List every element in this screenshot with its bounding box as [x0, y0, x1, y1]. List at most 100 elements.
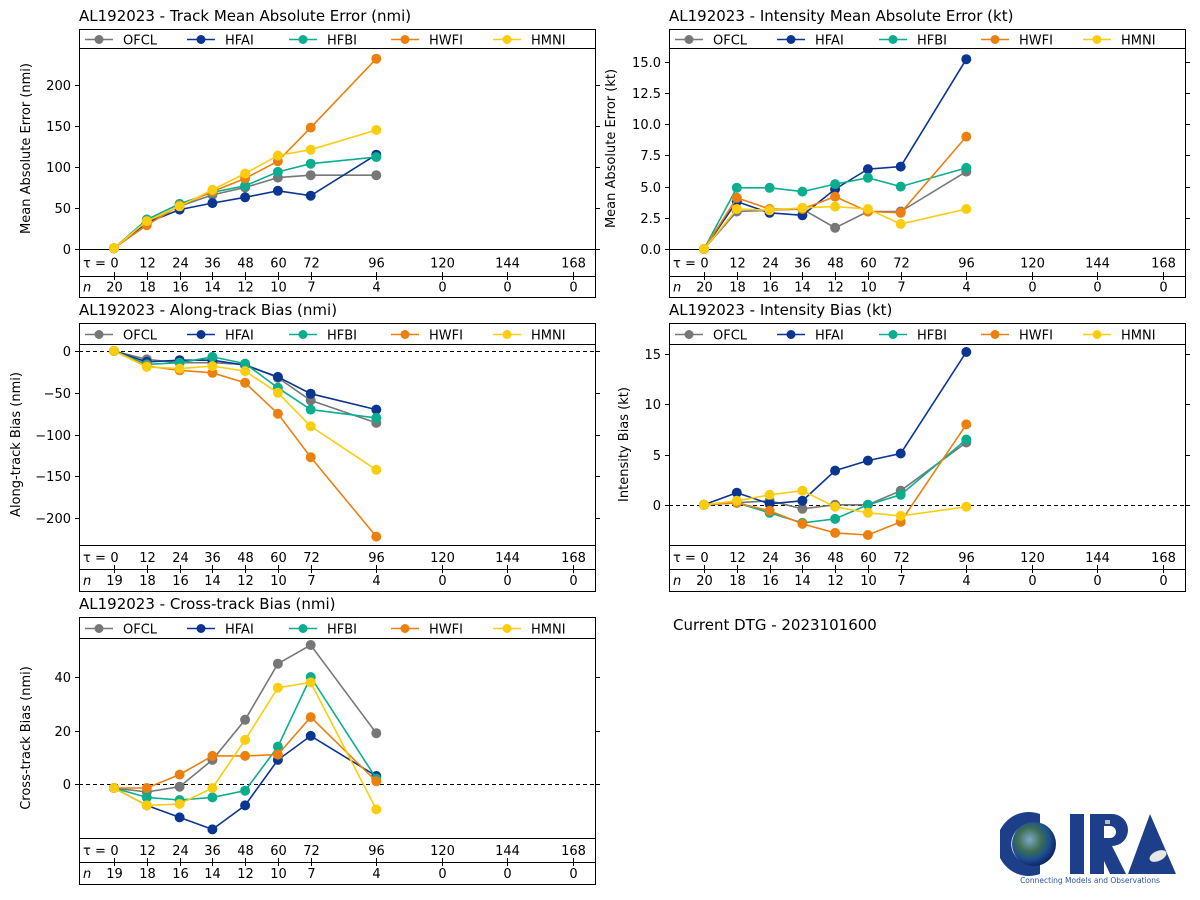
sample-count-label: 12 — [237, 867, 254, 882]
x-tick-label: 144 — [1085, 257, 1110, 272]
x-tick-label: 48 — [237, 257, 254, 272]
sample-count-label: 18 — [139, 281, 156, 296]
legend-marker — [888, 330, 898, 339]
series-line — [703, 205, 967, 250]
series-line — [113, 681, 378, 810]
data-point — [961, 434, 972, 445]
logo-letter-c — [1000, 812, 1040, 876]
data-point — [305, 388, 316, 399]
legend-item-hmni: HMNI — [493, 623, 566, 638]
sample-count-label: 0 — [438, 281, 446, 296]
data-point — [830, 465, 841, 476]
data-point — [371, 464, 382, 475]
sample-count-label: 7 — [897, 281, 905, 296]
data-point — [764, 205, 775, 216]
sample-count-label: 14 — [794, 281, 811, 296]
series-line — [114, 715, 377, 789]
data-point — [240, 377, 251, 388]
data-point — [731, 204, 742, 214]
sample-count-label: 18 — [729, 281, 746, 296]
y-tick-label: −50 — [44, 387, 71, 402]
legend-label: HMNI — [531, 329, 566, 344]
n-label: n — [83, 574, 91, 589]
x-tick-label: 48 — [237, 551, 254, 566]
x-tick-label: 36 — [204, 551, 221, 566]
sample-count-label: 18 — [729, 574, 746, 589]
y-axis-label: Mean Absolute Error (kt) — [604, 69, 619, 228]
sample-count-label: 4 — [372, 867, 380, 882]
x-tick-label: 168 — [1151, 257, 1176, 272]
sample-count-label: 16 — [762, 281, 779, 296]
series-line — [113, 643, 377, 793]
data-point — [895, 161, 906, 172]
legend-label: HFBI — [917, 329, 947, 344]
legend-label: OFCL — [713, 329, 748, 344]
x-tick-label: 60 — [860, 551, 877, 566]
series-hmni — [109, 125, 382, 254]
legend-label: OFCL — [123, 34, 158, 49]
x-tick-label: 144 — [495, 551, 520, 566]
legend-label: HMNI — [531, 34, 566, 49]
x-tick-label: 120 — [430, 844, 455, 859]
current-dtg-label: Current DTG - 2023101600 — [673, 616, 877, 634]
sample-count-label: 4 — [372, 574, 380, 589]
sample-count-label: 16 — [172, 867, 189, 882]
data-point — [207, 783, 218, 793]
legend-label: HFAI — [815, 329, 844, 344]
data-point — [109, 346, 119, 356]
legend-item-ofcl: OFCL — [675, 34, 748, 49]
x-tick-label: 0 — [700, 551, 708, 566]
data-point — [109, 783, 119, 793]
data-point — [305, 122, 316, 133]
legend-marker — [1092, 330, 1102, 339]
y-tick-label: −100 — [35, 429, 71, 444]
data-point — [764, 498, 775, 509]
data-point — [830, 191, 841, 202]
data-point — [305, 712, 316, 723]
data-point — [961, 131, 972, 142]
sample-count-label: 12 — [827, 574, 844, 589]
legend-label: OFCL — [713, 34, 748, 49]
data-point — [961, 347, 972, 357]
legend-marker — [400, 330, 410, 339]
x-tick-label: 48 — [827, 257, 844, 272]
sample-count-label: 0 — [503, 574, 511, 589]
data-point — [797, 503, 808, 514]
legend-item-hwfi: HWFI — [391, 34, 463, 49]
sample-count-label: 0 — [438, 867, 446, 882]
legend-item-hwfi: HWFI — [981, 329, 1053, 344]
earth-icon — [1012, 822, 1056, 866]
chart-title: AL192023 - Cross-track Bias (nmi) — [79, 595, 336, 613]
y-tick-label: 15.0 — [632, 56, 661, 71]
y-tick-label: 5.0 — [640, 181, 661, 196]
data-point — [371, 728, 382, 739]
sample-count-label: 0 — [503, 281, 511, 296]
data-point — [207, 351, 218, 362]
x-tick-label: 12 — [139, 844, 156, 859]
legend-marker — [684, 35, 694, 44]
legend-label: HWFI — [429, 34, 463, 49]
legend-marker — [94, 624, 104, 633]
x-tick-label: 36 — [794, 551, 811, 566]
x-tick-label: 120 — [430, 257, 455, 272]
legend-marker — [502, 624, 512, 633]
legend: OFCL HFAI HFBI HWFI HMNI — [675, 34, 1156, 49]
series-hfbi — [699, 434, 972, 528]
sample-count-label: 14 — [794, 574, 811, 589]
data-point — [141, 792, 152, 803]
n-label: n — [673, 281, 681, 296]
x-tick-label: 168 — [561, 551, 586, 566]
data-point — [961, 162, 972, 173]
sample-count-label: 4 — [962, 281, 970, 296]
data-point — [240, 714, 251, 725]
x-tick-label: 12 — [729, 551, 746, 566]
legend-marker — [400, 35, 410, 44]
data-point — [731, 192, 742, 203]
data-point — [895, 448, 906, 459]
data-point — [862, 172, 873, 183]
data-point — [862, 455, 873, 466]
data-point — [371, 152, 382, 163]
data-point — [305, 158, 316, 169]
data-point — [240, 358, 251, 369]
legend-item-hmni: HMNI — [493, 34, 566, 49]
